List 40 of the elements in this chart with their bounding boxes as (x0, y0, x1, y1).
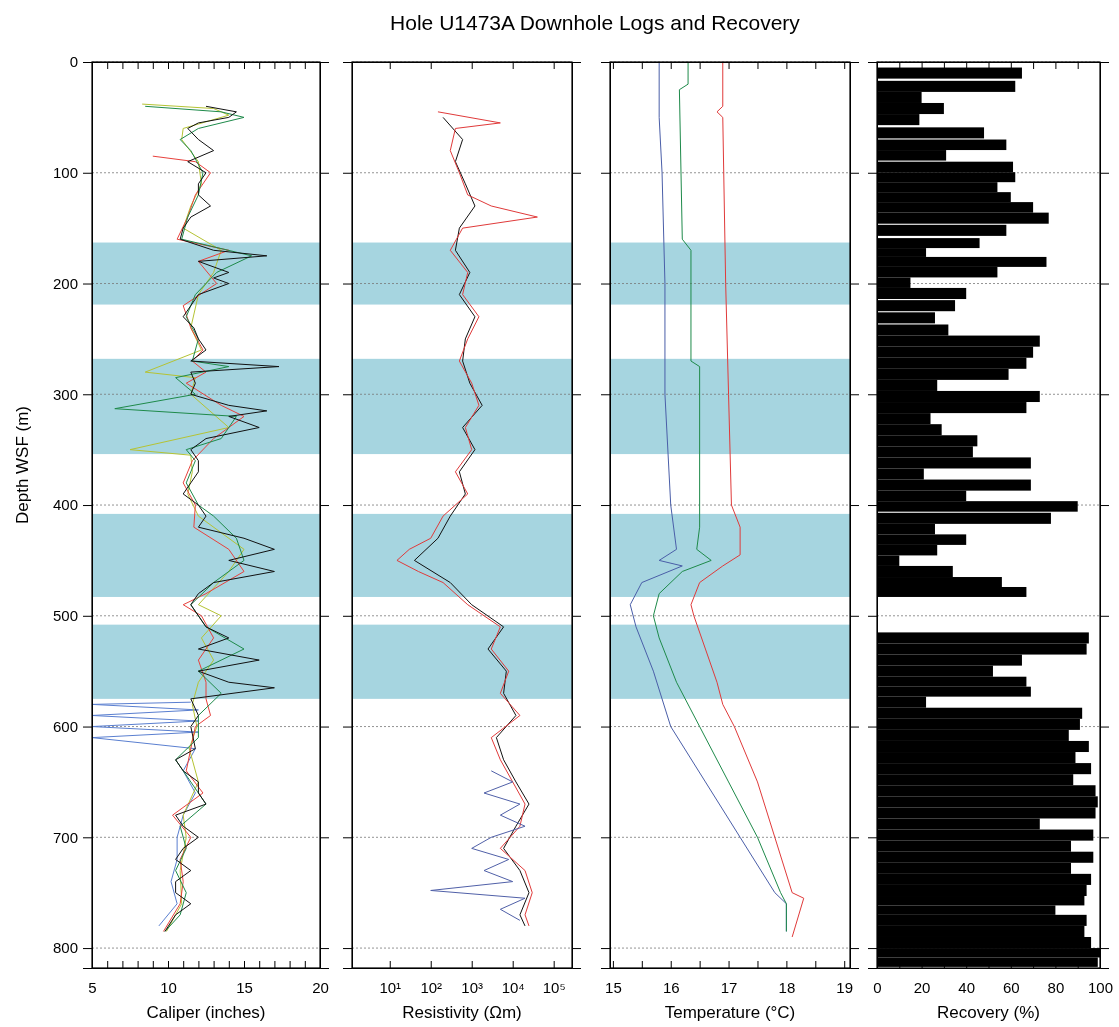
text: Hole U1473A Downhole Logs and Recovery (390, 11, 801, 34)
x-axis-title: Recovery (%) (937, 1003, 1040, 1022)
x-tick-label: 40 (958, 978, 976, 996)
y-axis-title: Depth WSF (m) (13, 405, 32, 525)
line-series (114, 105, 253, 932)
x-tick-label: 10¹ (379, 978, 402, 996)
x-tick-label: 80 (1047, 978, 1065, 996)
line-series (92, 701, 199, 927)
x-axis-title: Caliper (inches) (146, 1003, 266, 1022)
x-tick-label: 10 (160, 978, 177, 996)
x-tick-label: 10⁴ (501, 978, 525, 996)
x-tick-label: 15 (605, 978, 622, 996)
x-tick-label: 10² (420, 978, 443, 996)
x-tick-label: 10⁵ (542, 978, 566, 996)
y-tick-label: 700 (52, 828, 78, 846)
x-axis-title: Resistivity (Ωm) (402, 1003, 522, 1022)
x-tick-label: 16 (662, 978, 680, 996)
x-tick-label: 15 (236, 978, 253, 996)
x-tick-label: 20 (312, 978, 329, 996)
x-tick-label: 18 (778, 978, 796, 996)
y-tick-label: 0 (69, 53, 78, 71)
y-tick-label: 400 (52, 496, 78, 514)
y-tick-label: 800 (52, 939, 78, 957)
x-tick-label: 10³ (461, 978, 484, 996)
line-series (164, 105, 280, 932)
x-tick-label: 60 (1002, 978, 1020, 996)
x-tick-label: 20 (913, 978, 931, 996)
y-tick-label: 200 (52, 274, 78, 292)
x-axis-title: Temperature (°C) (664, 1003, 796, 1022)
y-tick-label: 100 (52, 164, 78, 182)
x-tick-label: 100 (1087, 978, 1114, 996)
y-tick-label: 600 (52, 717, 78, 735)
y-tick-label: 500 (52, 607, 78, 625)
y-tick-label: 300 (52, 385, 78, 403)
x-tick-label: 19 (836, 978, 854, 996)
line-series (129, 103, 245, 932)
x-tick-label: 17 (720, 978, 738, 996)
x-tick-label: 0 (873, 978, 882, 996)
line-series (152, 155, 245, 932)
x-tick-label: 5 (88, 978, 97, 996)
